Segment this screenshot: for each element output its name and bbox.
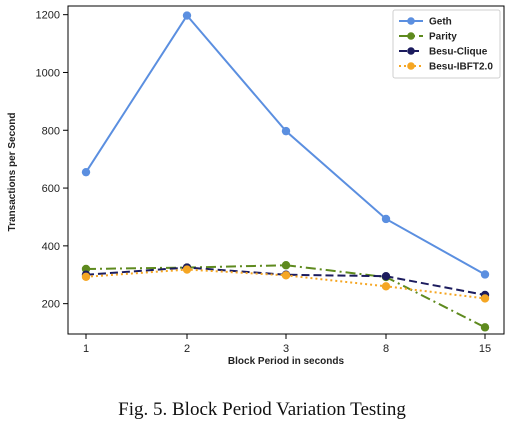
data-point [182, 11, 192, 20]
data-point [381, 282, 391, 291]
series-geth [81, 11, 490, 279]
legend-marker [407, 47, 415, 55]
x-axis-label: Block Period in seconds [228, 356, 345, 367]
y-tick-label: 600 [42, 183, 60, 195]
legend-marker [407, 17, 415, 25]
legend-item: Besu-IBFT2.0 [399, 62, 493, 73]
data-point [381, 272, 391, 281]
x-tick-label: 8 [383, 343, 389, 355]
y-axis-label: Transactions per Second [7, 113, 18, 232]
y-tick-label: 800 [42, 125, 60, 137]
x-tick-label: 3 [283, 343, 289, 355]
data-point [281, 271, 291, 280]
legend-label: Geth [429, 17, 452, 28]
line-chart: Transactions per Second 200 400 600 800 1000… [7, 5, 505, 367]
legend-marker [407, 32, 415, 40]
x-tick-label: 15 [479, 343, 491, 355]
data-point [281, 261, 291, 270]
data-point [182, 265, 192, 274]
legend-marker [407, 62, 415, 70]
data-point [81, 264, 91, 274]
data-point [281, 126, 291, 136]
x-axis-ticks: 1 2 3 8 15 [83, 334, 491, 355]
y-axis-ticks: 200 400 600 800 1000 1200 [36, 10, 68, 311]
legend: Geth Parity Besu-Clique Besu-IBFT2.0 [392, 9, 501, 79]
series-besu-ibft2-0 [81, 265, 490, 303]
data-point [81, 272, 91, 281]
series-layer [81, 11, 490, 332]
series-line [85, 266, 486, 296]
legend-item: Geth [399, 17, 452, 28]
figure-caption: Fig. 5. Block Period Variation Testing [118, 399, 406, 420]
legend-item: Parity [399, 32, 457, 43]
legend-label: Parity [429, 32, 457, 43]
y-tick-label: 1200 [36, 10, 60, 22]
data-point [480, 294, 490, 303]
x-tick-label: 2 [184, 343, 190, 355]
data-point [480, 270, 490, 279]
y-axis-label-group: Transactions per Second [7, 113, 18, 232]
legend-box [392, 9, 501, 79]
legend-item: Besu-Clique [399, 47, 488, 58]
legend-label: Besu-IBFT2.0 [429, 62, 493, 73]
legend-label: Besu-Clique [429, 47, 488, 58]
y-tick-label: 200 [42, 299, 60, 311]
y-tick-label: 400 [42, 241, 60, 253]
data-point [480, 323, 490, 332]
y-tick-label: 1000 [36, 67, 60, 79]
x-tick-label: 1 [83, 343, 89, 355]
data-point [381, 214, 391, 224]
data-point [81, 167, 91, 177]
